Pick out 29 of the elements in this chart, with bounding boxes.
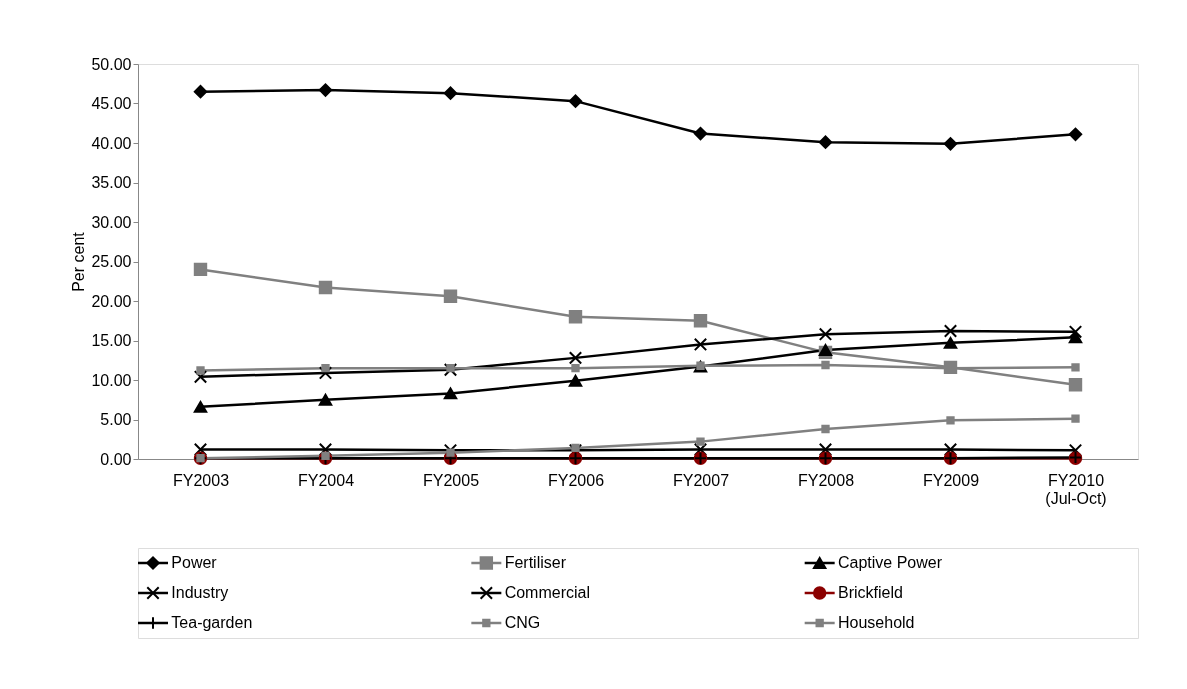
legend-label: CNG — [504, 614, 541, 631]
x-tick-label: FY2010 (Jul-Oct) — [1045, 471, 1107, 507]
legend-label: Household — [838, 614, 915, 631]
x-tick-label: FY2008 — [797, 471, 855, 489]
x-tick-label: FY2005 — [422, 471, 480, 489]
y-tick-label: 25.00 — [91, 253, 132, 270]
y-tick-label: 5.00 — [100, 411, 132, 428]
legend-label: Power — [171, 554, 218, 571]
x-tick-label: FY2003 — [172, 471, 230, 489]
legend-label: Commercial — [504, 584, 591, 601]
y-tick-label: 35.00 — [91, 174, 132, 191]
x-tick-label: FY2009 — [922, 471, 980, 489]
y-tick-label: 20.00 — [91, 292, 132, 310]
legend-label: Tea-garden — [171, 614, 253, 631]
x-tick-label: FY2006 — [547, 471, 605, 489]
y-tick-label: 15.00 — [91, 332, 132, 349]
y-tick-label: 45.00 — [91, 95, 132, 112]
y-tick-label: 10.00 — [91, 371, 132, 389]
y-axis-title: Per cent — [70, 231, 88, 292]
y-tick-label: 40.00 — [91, 134, 132, 152]
legend-label: Industry — [171, 584, 229, 601]
y-tick-label: 50.00 — [91, 55, 132, 73]
y-tick-label: 30.00 — [91, 213, 132, 231]
x-tick-label: FY2007 — [672, 471, 730, 489]
legend-label: Fertiliser — [504, 554, 567, 571]
x-tick-label: FY2004 — [297, 471, 355, 489]
legend-label: Captive Power — [838, 554, 943, 571]
y-tick-label: 0.00 — [100, 450, 132, 468]
legend-label: Brickfield — [838, 584, 903, 601]
